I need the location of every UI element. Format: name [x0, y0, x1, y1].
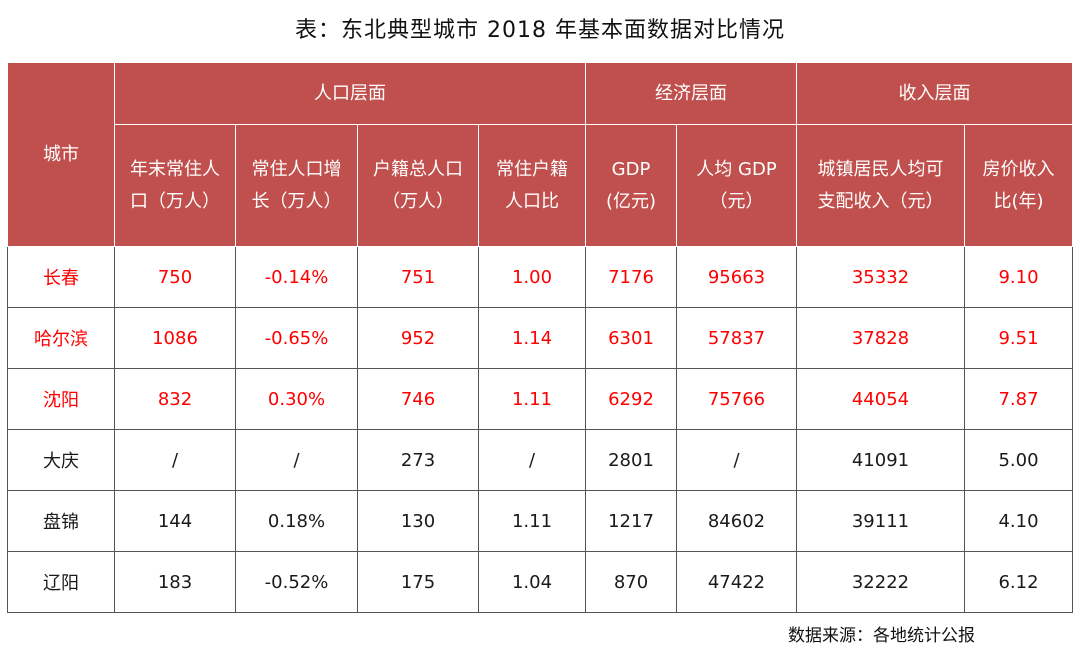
table-cell: 746 [357, 368, 479, 430]
source-note: 数据来源：各地统计公报 [788, 626, 975, 646]
table-cell: 832 [114, 368, 236, 430]
table-cell: 95663 [676, 246, 797, 308]
header-group-population: 人口层面 [114, 62, 586, 125]
table-cell: / [478, 429, 586, 491]
table-cell: 6301 [585, 307, 677, 369]
table-cell: 4.10 [964, 490, 1073, 552]
table-cell: 84602 [676, 490, 797, 552]
table-cell: 0.30% [235, 368, 358, 430]
comparison-table: 城市 人口层面 经济层面 收入层面 年末常住人 口（万人） 常住人口增 长（万人） … [7, 62, 1073, 613]
table-cell: 2801 [585, 429, 677, 491]
table-cell: -0.52% [235, 551, 358, 613]
header-group-income: 收入层面 [796, 62, 1073, 125]
table-cell: 1217 [585, 490, 677, 552]
header-disposable-income: 城镇居民人均可 支配收入（元） [796, 124, 965, 247]
table-cell: -0.65% [235, 307, 358, 369]
table-cell: 32222 [796, 551, 965, 613]
table-cell: 1086 [114, 307, 236, 369]
city-name: 大庆 [7, 429, 115, 491]
table-cell: 57837 [676, 307, 797, 369]
table-cell: 952 [357, 307, 479, 369]
table-cell: 273 [357, 429, 479, 491]
header-resident-registered-ratio: 常住户籍 人口比 [478, 124, 586, 247]
table-cell: 0.18% [235, 490, 358, 552]
table-cell: 7.87 [964, 368, 1073, 430]
header-gdp-per-capita: 人均 GDP （元） [676, 124, 797, 247]
header-group-economy: 经济层面 [585, 62, 797, 125]
table-cell: 47422 [676, 551, 797, 613]
table-cell: 1.11 [478, 490, 586, 552]
table-cell: 9.51 [964, 307, 1073, 369]
header-gdp: GDP (亿元) [585, 124, 677, 247]
table-cell: 7176 [585, 246, 677, 308]
city-name: 盘锦 [7, 490, 115, 552]
table-cell: 39111 [796, 490, 965, 552]
table-cell: / [235, 429, 358, 491]
table-cell: 1.00 [478, 246, 586, 308]
table-cell: 130 [357, 490, 479, 552]
table-cell: 35332 [796, 246, 965, 308]
header-price-income-ratio: 房价收入 比(年) [964, 124, 1073, 247]
table-cell: 75766 [676, 368, 797, 430]
header-resident-growth: 常住人口增 长（万人） [235, 124, 358, 247]
table-cell: 6292 [585, 368, 677, 430]
table-row: 哈尔滨 1086 -0.65% 952 1.14 6301 57837 3782… [7, 307, 1073, 369]
table-row: 盘锦 144 0.18% 130 1.11 1217 84602 39111 4… [7, 490, 1073, 552]
header-registered-population: 户籍总人口 （万人） [357, 124, 479, 247]
table-row: 辽阳 183 -0.52% 175 1.04 870 47422 32222 6… [7, 551, 1073, 613]
table-cell: 1.11 [478, 368, 586, 430]
table-cell: 751 [357, 246, 479, 308]
table-cell: 183 [114, 551, 236, 613]
table-row: 沈阳 832 0.30% 746 1.11 6292 75766 44054 7… [7, 368, 1073, 430]
table-cell: -0.14% [235, 246, 358, 308]
header-resident-population: 年末常住人 口（万人） [114, 124, 236, 247]
table-cell: 6.12 [964, 551, 1073, 613]
table-row: 大庆 / / 273 / 2801 / 41091 5.00 [7, 429, 1073, 491]
table-cell: / [114, 429, 236, 491]
table-cell: 41091 [796, 429, 965, 491]
city-name: 辽阳 [7, 551, 115, 613]
table-cell: 44054 [796, 368, 965, 430]
table-cell: / [676, 429, 797, 491]
table-cell: 9.10 [964, 246, 1073, 308]
table-cell: 144 [114, 490, 236, 552]
table-cell: 750 [114, 246, 236, 308]
table-cell: 175 [357, 551, 479, 613]
table-cell: 870 [585, 551, 677, 613]
page-title: 表：东北典型城市 2018 年基本面数据对比情况 [295, 18, 785, 43]
table-cell: 1.04 [478, 551, 586, 613]
table-cell: 37828 [796, 307, 965, 369]
table-row: 长春 750 -0.14% 751 1.00 7176 95663 35332 … [7, 246, 1073, 308]
city-name: 长春 [7, 246, 115, 308]
table-cell: 5.00 [964, 429, 1073, 491]
table-cell: 1.14 [478, 307, 586, 369]
city-name: 沈阳 [7, 368, 115, 430]
city-name: 哈尔滨 [7, 307, 115, 369]
header-city: 城市 [7, 62, 115, 247]
